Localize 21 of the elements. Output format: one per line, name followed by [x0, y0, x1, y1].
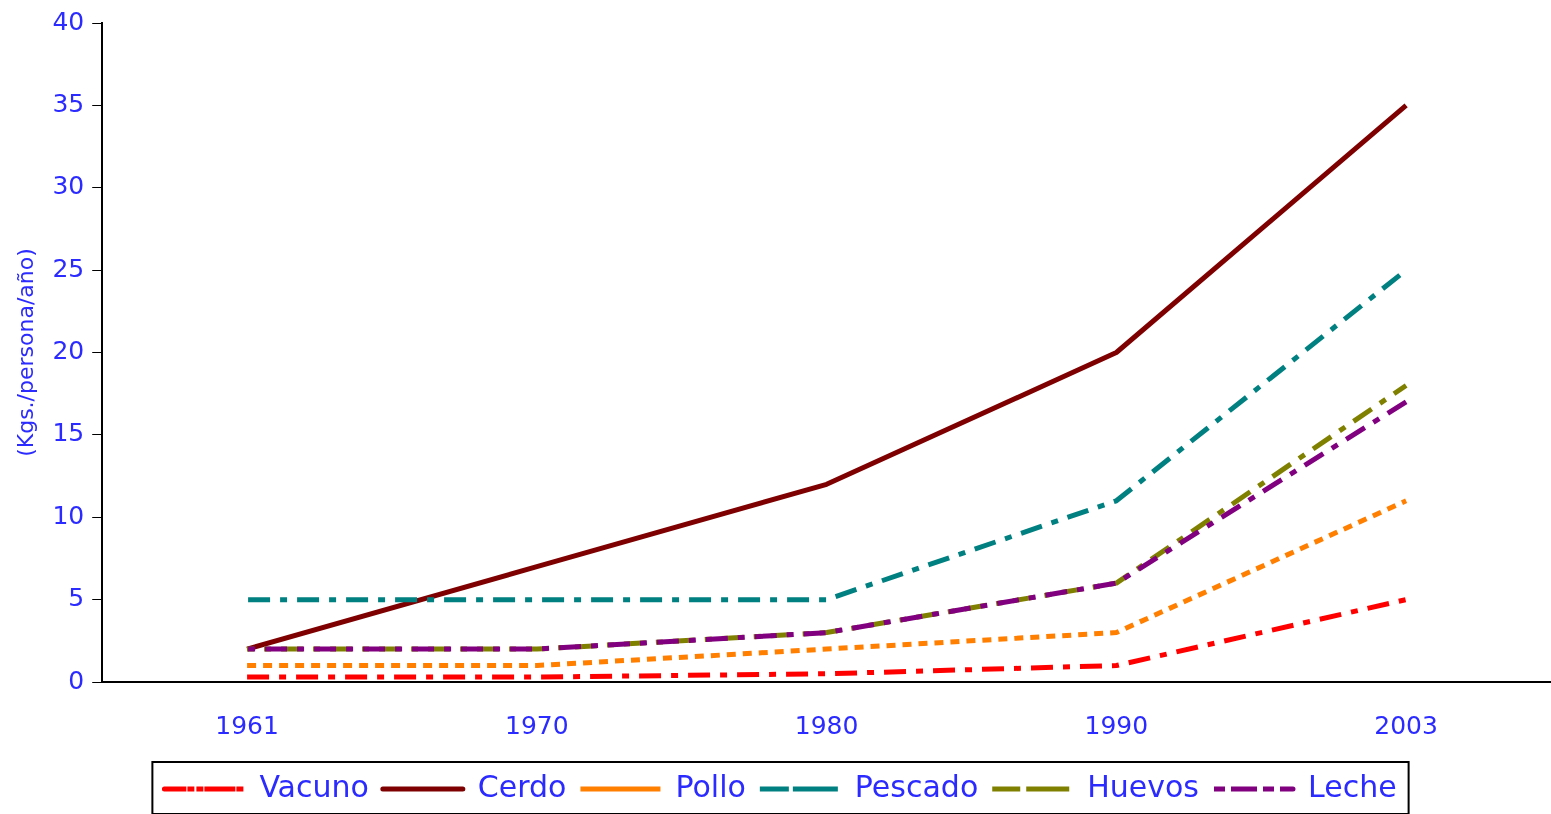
legend-label: Pollo [675, 768, 746, 804]
y-tick-label: 0 [68, 665, 85, 695]
legend-label: Leche [1308, 768, 1397, 804]
y-tick-label: 10 [52, 500, 85, 530]
y-axis-title: (Kgs./persona/año) [12, 248, 38, 457]
x-tick-label: 1990 [1084, 710, 1149, 740]
y-tick-label: 35 [52, 88, 85, 118]
legend-label: Pescado [854, 768, 979, 804]
x-tick-label: 2003 [1374, 710, 1438, 740]
y-tick-label: 30 [52, 171, 85, 201]
legend-label: Vacuno [259, 768, 369, 804]
legend-label: Huevos [1087, 768, 1200, 804]
x-tick-label: 1980 [794, 710, 859, 740]
y-tick-label: 20 [52, 336, 85, 365]
y-tick-label: 5 [68, 583, 85, 613]
x-tick-label: 1970 [505, 710, 569, 740]
y-tick-label: 15 [52, 418, 85, 448]
y-tick-label: 40 [52, 6, 85, 36]
x-tick-label: 1961 [215, 710, 279, 740]
legend-label: Cerdo [477, 768, 567, 804]
y-tick-label: 25 [52, 253, 85, 283]
